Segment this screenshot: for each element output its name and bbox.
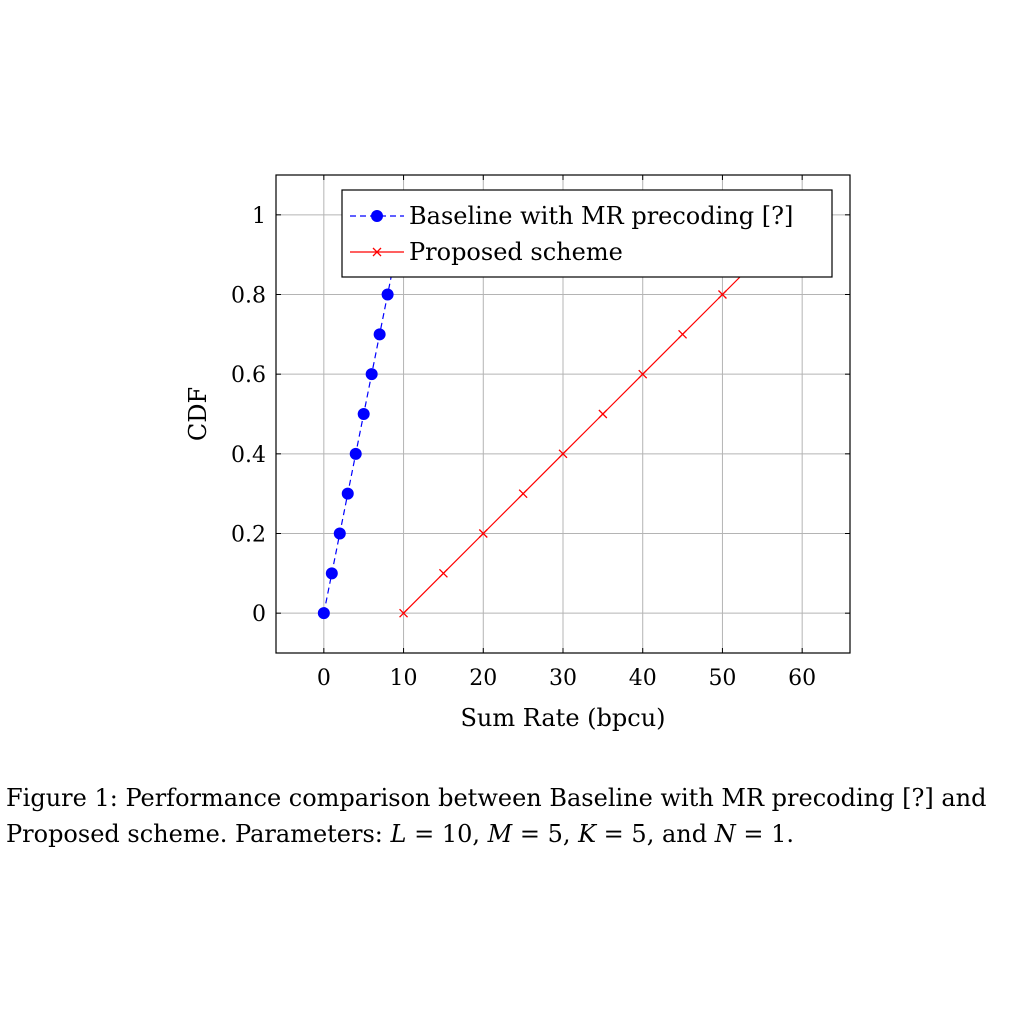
caption-joiner: , [472,820,488,848]
data-point [349,447,362,460]
figure-caption: Figure 1: Performance comparison between… [6,780,1022,852]
caption-param-symbol: M [487,820,513,848]
y-tick-label: 0.6 [231,363,266,388]
x-tick-label: 30 [549,666,577,691]
x-tick-label: 20 [469,666,497,691]
legend-item: Proposed scheme [350,238,623,266]
data-point [325,567,338,580]
y-tick-label: 1 [252,204,266,229]
legend-item: Baseline with MR precoding [?] [350,202,793,230]
data-point [357,408,370,420]
data-point [371,210,383,222]
data-point [558,449,568,459]
chart: 0 10 20 30 40 50 60 0 0.2 0.4 0.6 0.8 1 Sum Rate (bp… [184,174,851,732]
series-line [323,254,397,614]
x-axis-label: Sum Rate (bpcu) [460,704,665,732]
data-point [333,527,346,540]
data-point [373,328,386,341]
series-line [403,254,763,614]
data-point [317,607,330,620]
data-point [399,608,409,618]
caption-suffix: . [786,820,794,848]
x-tick-label: 0 [317,666,331,691]
caption-param-symbol: L [390,820,407,848]
caption-param-value: = 5 [512,820,563,848]
ticks: 0 10 20 30 40 50 60 0 0.2 0.4 0.6 0.8 1 [231,175,850,691]
caption-joiner: , [562,820,579,848]
legend-box [341,189,833,278]
x-tick-label: 10 [390,666,418,691]
caption-param-symbol: N [714,820,736,848]
y-tick-label: 0.8 [231,284,266,309]
legend-label: Proposed scheme [409,238,623,266]
x-tick-label: 60 [788,666,816,691]
x-tick-label: 50 [708,666,736,691]
data-point [638,369,648,379]
data-point [518,489,528,499]
series-layer [317,248,767,620]
y-axis-label: CDF [184,387,212,441]
data-point [381,288,394,301]
caption-param-value: = 5 [596,820,647,848]
caption-param-value: = 1 [735,820,787,848]
data-point [678,329,688,339]
y-tick-label: 0.2 [231,523,266,548]
series-1 [317,248,402,620]
y-tick-label: 0 [252,602,266,627]
y-tick-label: 0.4 [231,443,266,468]
data-point [717,290,727,299]
data-point [372,247,382,257]
legend-label: Baseline with MR precoding [?] [409,202,793,230]
data-point [365,368,378,381]
caption-text: Figure 1: Performance comparison between… [6,784,987,848]
caption-param-symbol: K [578,820,597,848]
caption-joiner: , and [646,820,715,848]
data-point [478,529,488,538]
data-point [598,409,608,419]
data-point [341,487,354,500]
series-2 [399,250,767,618]
caption-param-value: = 10 [406,820,473,848]
legend: Baseline with MR precoding [?] Proposed s… [341,189,833,278]
x-tick-label: 40 [629,666,657,691]
data-point [438,568,448,578]
